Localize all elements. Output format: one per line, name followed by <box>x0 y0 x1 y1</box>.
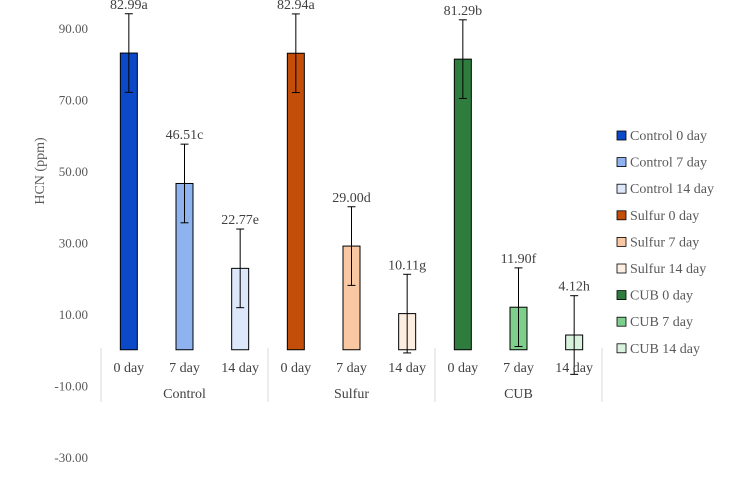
legend-swatch <box>616 210 627 221</box>
legend-label: Sulfur 14 day <box>630 262 706 277</box>
legend-swatch <box>616 343 627 354</box>
data-label: 4.12h <box>558 280 590 295</box>
y-axis-ticks: 90.00 70.00 50.00 30.00 10.00 -10.00 -30.00 <box>54 21 88 465</box>
legend-label: Control 0 day <box>630 129 707 144</box>
data-label: 82.94a <box>277 0 316 13</box>
legend-item: CUB 14 day <box>616 342 700 357</box>
legend-item: Control 14 day <box>616 182 714 197</box>
bar-sulfur-0-day <box>286 52 305 351</box>
x-tick-label: 0 day <box>280 361 311 376</box>
x-tick-label: 7 day <box>336 361 367 376</box>
error-bar <box>291 13 300 94</box>
error-bar <box>124 13 133 93</box>
error-bar <box>347 206 356 286</box>
legend-swatch <box>616 183 627 194</box>
legend-item: Sulfur 0 day <box>616 209 699 224</box>
bar-control-0-day <box>119 52 138 351</box>
y-tick-label: -10.00 <box>54 379 88 394</box>
legend-label: Sulfur 7 day <box>630 235 699 250</box>
legend-label: Control 7 day <box>630 156 707 171</box>
y-tick-label: 50.00 <box>59 164 88 179</box>
legend-label: CUB 14 day <box>630 342 700 357</box>
x-tick-label: 0 day <box>447 361 478 376</box>
legend-swatch <box>616 157 627 168</box>
legend-label: CUB 0 day <box>630 289 693 304</box>
data-label: 22.77e <box>221 213 259 228</box>
y-tick-label: 70.00 <box>59 93 88 108</box>
data-label: 29.00d <box>332 191 371 206</box>
legend-swatch <box>616 263 627 274</box>
bar-cub-0-day <box>453 58 472 351</box>
x-tick-label: 14 day <box>555 361 593 376</box>
legend-swatch <box>616 290 627 301</box>
x-tick-label: 14 day <box>221 361 259 376</box>
legend-label: Control 14 day <box>630 182 714 197</box>
x-tick-label: 0 day <box>113 361 144 376</box>
legend-item: Control 7 day <box>616 156 707 171</box>
legend-swatch <box>616 130 627 141</box>
legend-item: Control 0 day <box>616 129 707 144</box>
legend-label: Sulfur 0 day <box>630 209 699 224</box>
y-tick-label: 10.00 <box>59 307 88 322</box>
error-bar <box>570 295 579 375</box>
group-label: Sulfur <box>334 387 369 402</box>
y-tick-label: -30.00 <box>54 450 88 465</box>
error-bar <box>236 228 245 309</box>
legend-item: CUB 0 day <box>616 289 693 304</box>
x-tick-label: 7 day <box>503 361 534 376</box>
legend-swatch <box>616 316 627 327</box>
legend-item: Sulfur 7 day <box>616 235 699 250</box>
data-label: 10.11g <box>388 258 426 273</box>
x-axis: 0 day 7 day 14 day Control 0 day 7 day 14 day S… <box>100 348 603 402</box>
legend: Control 0 day Control 7 day Control 14 day… <box>616 129 714 357</box>
legend-swatch <box>616 236 627 247</box>
group-label: CUB <box>504 387 533 402</box>
data-label: 11.90f <box>501 252 537 267</box>
x-tick-label: 14 day <box>388 361 426 376</box>
data-label: 46.51c <box>166 128 204 143</box>
error-bar <box>403 273 412 354</box>
group-label: Control <box>163 387 206 402</box>
y-axis-label: HCN (ppm) <box>33 137 48 205</box>
y-tick-label: 90.00 <box>59 21 88 36</box>
legend-item: Sulfur 14 day <box>616 262 706 277</box>
data-label: 81.29b <box>444 4 483 19</box>
y-tick-label: 30.00 <box>59 236 88 251</box>
error-bar <box>514 267 523 348</box>
error-bar <box>458 19 467 99</box>
legend-label: CUB 7 day <box>630 315 693 330</box>
error-bars <box>124 13 579 375</box>
legend-item: CUB 7 day <box>616 315 693 330</box>
data-labels: 82.99a 46.51c 22.77e 82.94a 29.00d 10.11g 81.2… <box>110 0 590 295</box>
data-label: 82.99a <box>110 0 149 13</box>
error-bar <box>180 143 189 224</box>
bars <box>119 52 584 351</box>
x-tick-label: 7 day <box>169 361 200 376</box>
